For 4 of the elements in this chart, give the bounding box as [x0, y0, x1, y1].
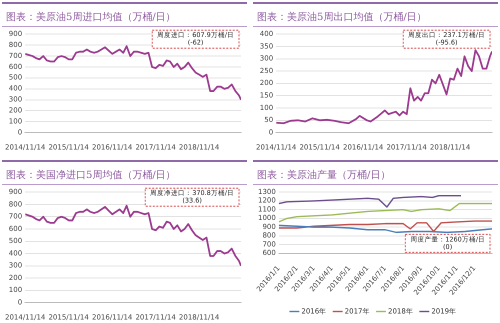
- chart-title: 图表：美原油产量（万桶/日）: [253, 168, 498, 185]
- chart-title: 图表：美原油5周进口均值（万桶/日）: [2, 10, 247, 27]
- chart-title: 图表：美原油5周出口均值（万桶/日）: [253, 10, 498, 27]
- chart-title: 图表：美国净进口5周均值（万桶/日）: [2, 168, 247, 185]
